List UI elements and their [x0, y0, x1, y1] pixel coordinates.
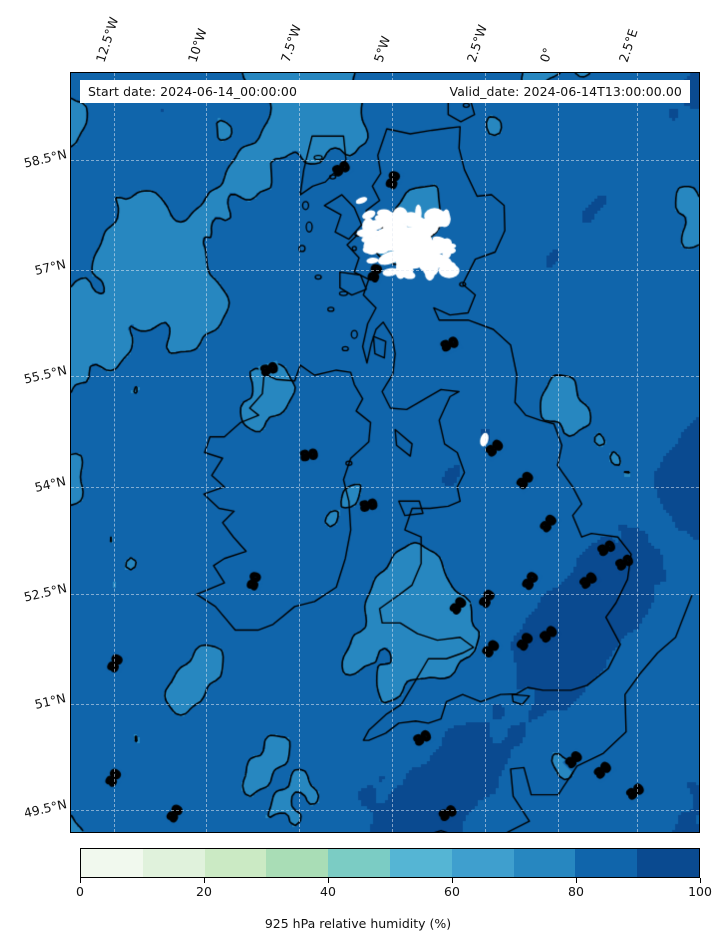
- colorbar-ticklabel-1: 20: [196, 884, 212, 899]
- colorbar-segment-6[interactable]: [451, 849, 514, 877]
- lat-tick-2: 55.5°N: [21, 362, 68, 387]
- colorbar-tick-1: [204, 878, 205, 883]
- date-info-banner: Start date: 2024-06-14_00:00:00 Valid_da…: [80, 80, 690, 103]
- map-plot-area[interactable]: [70, 72, 700, 833]
- colorbar-segment-5[interactable]: [389, 849, 452, 877]
- lat-tick-4: 52.5°N: [21, 580, 68, 605]
- colorbar-segment-2[interactable]: [204, 849, 267, 877]
- lat-tick-0: 58.5°N: [21, 146, 68, 171]
- colorbar-ticklabel-3: 60: [444, 884, 460, 899]
- colorbar-segment-4[interactable]: [328, 849, 390, 877]
- lat-tick-5: 51°N: [33, 690, 68, 712]
- colorbar-tick-2: [328, 878, 329, 883]
- colorbar-title: 925 hPa relative humidity (%): [264, 916, 452, 931]
- colorbar-segment-1[interactable]: [142, 849, 205, 877]
- colorbar[interactable]: [80, 848, 700, 878]
- colorbar-segment-3[interactable]: [266, 849, 329, 877]
- colorbar-ticklabel-5: 100: [688, 884, 712, 899]
- colorbar-ticklabel-0: 0: [76, 884, 84, 899]
- colorbar-tick-0: [80, 878, 81, 883]
- colorbar-segment-9[interactable]: [637, 849, 699, 877]
- colorbar-tick-3: [452, 878, 453, 883]
- humidity-heatmap-canvas: [71, 73, 699, 832]
- colorbar-ticklabel-4: 80: [568, 884, 584, 899]
- colorbar-segment-7[interactable]: [513, 849, 576, 877]
- colorbar-ticklabel-2: 40: [320, 884, 336, 899]
- valid-date-label: Valid_date: 2024-06-14T13:00:00.00: [449, 84, 682, 99]
- colorbar-segment-8[interactable]: [575, 849, 638, 877]
- lat-tick-6: 49.5°N: [21, 796, 68, 821]
- colorbar-tick-5: [700, 878, 701, 883]
- colorbar-tick-4: [576, 878, 577, 883]
- lat-tick-1: 57°N: [33, 256, 68, 278]
- lat-tick-3: 54°N: [33, 473, 68, 495]
- colorbar-segment-0[interactable]: [81, 849, 143, 877]
- start-date-label: Start date: 2024-06-14_00:00:00: [88, 84, 298, 99]
